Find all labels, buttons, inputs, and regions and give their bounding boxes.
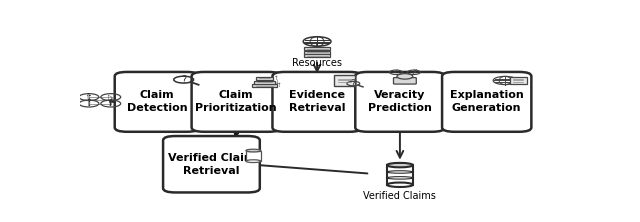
Text: Evidence
Retrieval: Evidence Retrieval (289, 90, 346, 113)
FancyBboxPatch shape (163, 136, 260, 192)
Ellipse shape (246, 160, 260, 163)
FancyBboxPatch shape (273, 72, 362, 132)
FancyBboxPatch shape (510, 77, 527, 84)
Text: ?: ? (351, 79, 356, 89)
FancyBboxPatch shape (442, 72, 531, 132)
Text: Verified Claim
Retrieval: Verified Claim Retrieval (168, 153, 255, 176)
Text: Explanation
Generation: Explanation Generation (450, 90, 524, 113)
FancyBboxPatch shape (252, 84, 277, 87)
Text: Resources: Resources (292, 58, 342, 68)
Text: Verified Claims: Verified Claims (364, 191, 436, 201)
Text: ↑: ↑ (273, 76, 278, 81)
Text: ?: ? (181, 75, 186, 85)
Text: Veracity
Prediction: Veracity Prediction (368, 90, 432, 113)
Bar (246, 151, 260, 161)
Text: ↑: ↑ (277, 83, 282, 88)
FancyBboxPatch shape (394, 77, 416, 84)
FancyBboxPatch shape (304, 47, 330, 50)
FancyBboxPatch shape (304, 54, 330, 57)
FancyBboxPatch shape (304, 51, 330, 54)
Text: ▷: ▷ (108, 93, 114, 102)
Ellipse shape (246, 149, 260, 152)
Text: f: f (109, 99, 113, 108)
Text: Claim
Prioritization: Claim Prioritization (195, 90, 277, 113)
Text: ✗: ✗ (411, 69, 417, 75)
Ellipse shape (387, 163, 413, 167)
FancyBboxPatch shape (355, 72, 445, 132)
FancyBboxPatch shape (334, 75, 355, 85)
Text: 𝕥: 𝕥 (87, 93, 91, 102)
FancyBboxPatch shape (115, 72, 199, 132)
Text: ✓: ✓ (393, 69, 399, 75)
FancyBboxPatch shape (256, 77, 273, 80)
FancyBboxPatch shape (191, 72, 281, 132)
FancyBboxPatch shape (254, 81, 275, 84)
Text: ↓: ↓ (275, 80, 280, 85)
Bar (387, 165, 413, 185)
Circle shape (397, 74, 413, 79)
Text: 𝕚: 𝕚 (88, 99, 90, 108)
Text: Claim
Detection: Claim Detection (127, 90, 187, 113)
Ellipse shape (387, 182, 413, 187)
